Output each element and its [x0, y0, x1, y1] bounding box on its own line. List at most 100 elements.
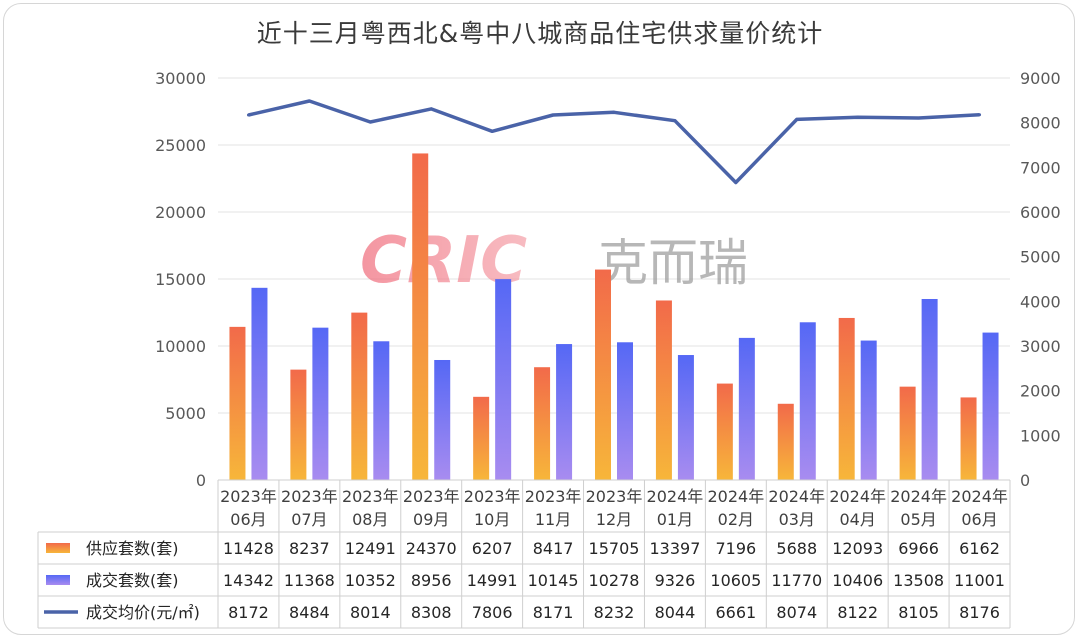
- legend-label: 成交均价(元/㎡): [86, 603, 200, 622]
- category-label-year: 2023年: [281, 487, 338, 506]
- price-point: [795, 117, 799, 121]
- category-label-month: 03月: [779, 510, 815, 529]
- category-label-year: 2023年: [464, 487, 521, 506]
- supply-bar: [351, 312, 368, 480]
- y-right-tick-label: 1000: [1020, 426, 1061, 445]
- deal-bar: [799, 322, 816, 480]
- legend-label: 成交套数(套): [86, 571, 179, 590]
- category-label-year: 2024年: [707, 487, 764, 506]
- table-cell: 8956: [411, 571, 452, 590]
- deal-bar: [373, 341, 390, 480]
- table-cell: 6162: [959, 539, 1000, 558]
- legend-label: 供应套数(套): [86, 539, 179, 558]
- y-right-tick-label: 2000: [1020, 382, 1061, 401]
- deal-bar: [312, 327, 329, 480]
- y-left-tick-label: 30000: [155, 69, 206, 88]
- supply-bar: [716, 383, 733, 480]
- supply-bar: [960, 397, 977, 480]
- category-label-month: 09月: [413, 510, 449, 529]
- y-left-tick-label: 10000: [155, 337, 206, 356]
- y-left-tick-label: 20000: [155, 203, 206, 222]
- table-cell: 11770: [771, 571, 822, 590]
- table-cell: 5688: [776, 539, 817, 558]
- category-label-month: 08月: [352, 510, 388, 529]
- supply-bar: [595, 269, 611, 480]
- y-left-tick-label: 15000: [155, 270, 206, 289]
- y-right-tick-label: 9000: [1020, 69, 1061, 88]
- deal-bar: [677, 355, 694, 480]
- category-label-year: 2024年: [829, 487, 886, 506]
- table-cell: 8308: [411, 603, 452, 622]
- category-label-year: 2024年: [647, 487, 704, 506]
- category-label-year: 2023年: [220, 487, 277, 506]
- table-cell: 12093: [832, 539, 883, 558]
- price-point: [612, 110, 616, 114]
- category-label-month: 04月: [840, 510, 876, 529]
- table-cell: 14342: [223, 571, 274, 590]
- deal-bar: [921, 298, 938, 480]
- price-point: [856, 115, 860, 119]
- y-left-tick-label: 5000: [165, 404, 206, 423]
- category-label-year: 2023年: [586, 487, 643, 506]
- price-point: [246, 113, 250, 117]
- chart-frame: [3, 3, 1075, 635]
- price-point: [673, 119, 677, 123]
- supply-bar: [290, 369, 307, 480]
- price-point: [978, 113, 982, 117]
- category-label-month: 06月: [230, 510, 266, 529]
- price-point: [917, 116, 921, 120]
- price-point: [490, 129, 494, 133]
- supply-bar: [229, 326, 246, 480]
- table-cell: 9326: [655, 571, 696, 590]
- table-cell: 10145: [528, 571, 579, 590]
- watermark-brand-text: 克而瑞: [598, 234, 748, 292]
- table-cell: 8105: [898, 603, 939, 622]
- table-cell: 24370: [406, 539, 457, 558]
- table-cell: 10406: [832, 571, 883, 590]
- price-point: [734, 180, 738, 184]
- y-left-tick-label: 0: [196, 471, 206, 490]
- table-cell: 6661: [715, 603, 756, 622]
- table-cell: 8176: [959, 603, 1000, 622]
- supply-bar: [838, 317, 855, 480]
- table-cell: 10278: [589, 571, 640, 590]
- category-label-month: 02月: [718, 510, 754, 529]
- table-cell: 11368: [284, 571, 335, 590]
- table-cell: 8237: [289, 539, 330, 558]
- table-cell: 11428: [223, 539, 274, 558]
- table-cell: 8484: [289, 603, 330, 622]
- supply-bar: [777, 403, 794, 480]
- price-point: [551, 113, 555, 117]
- supply-bar: [412, 153, 429, 480]
- table-cell: 8074: [776, 603, 817, 622]
- table-cell: 11001: [954, 571, 1005, 590]
- deal-bar: [982, 332, 999, 480]
- price-point: [368, 120, 372, 124]
- y-right-tick-label: 7000: [1020, 158, 1061, 177]
- table-cell: 10605: [710, 571, 761, 590]
- category-label-month: 12月: [596, 510, 632, 529]
- table-cell: 8172: [228, 603, 269, 622]
- table-cell: 13397: [649, 539, 700, 558]
- category-label-month: 01月: [657, 510, 693, 529]
- table-cell: 14991: [467, 571, 518, 590]
- deal-bar: [860, 340, 877, 480]
- table-cell: 6207: [472, 539, 513, 558]
- category-label-year: 2024年: [890, 487, 947, 506]
- chart-title: 近十三月粤西北&粤中八城商品住宅供求量价统计: [256, 19, 824, 48]
- deal-bar: [738, 337, 755, 480]
- table-cell: 8044: [655, 603, 696, 622]
- deal-bar: [251, 287, 268, 480]
- y-right-tick-label: 3000: [1020, 337, 1061, 356]
- table-cell: 8232: [594, 603, 635, 622]
- table-cell: 10352: [345, 571, 396, 590]
- supply-bar: [473, 396, 490, 480]
- table-cell: 7806: [472, 603, 513, 622]
- y-left-tick-label: 25000: [155, 136, 206, 155]
- category-label-month: 10月: [474, 510, 510, 529]
- deal-bar: [617, 342, 633, 480]
- table-cell: 8171: [533, 603, 574, 622]
- table-cell: 6966: [898, 539, 939, 558]
- table-cell: 8122: [837, 603, 878, 622]
- category-label-month: 06月: [961, 510, 997, 529]
